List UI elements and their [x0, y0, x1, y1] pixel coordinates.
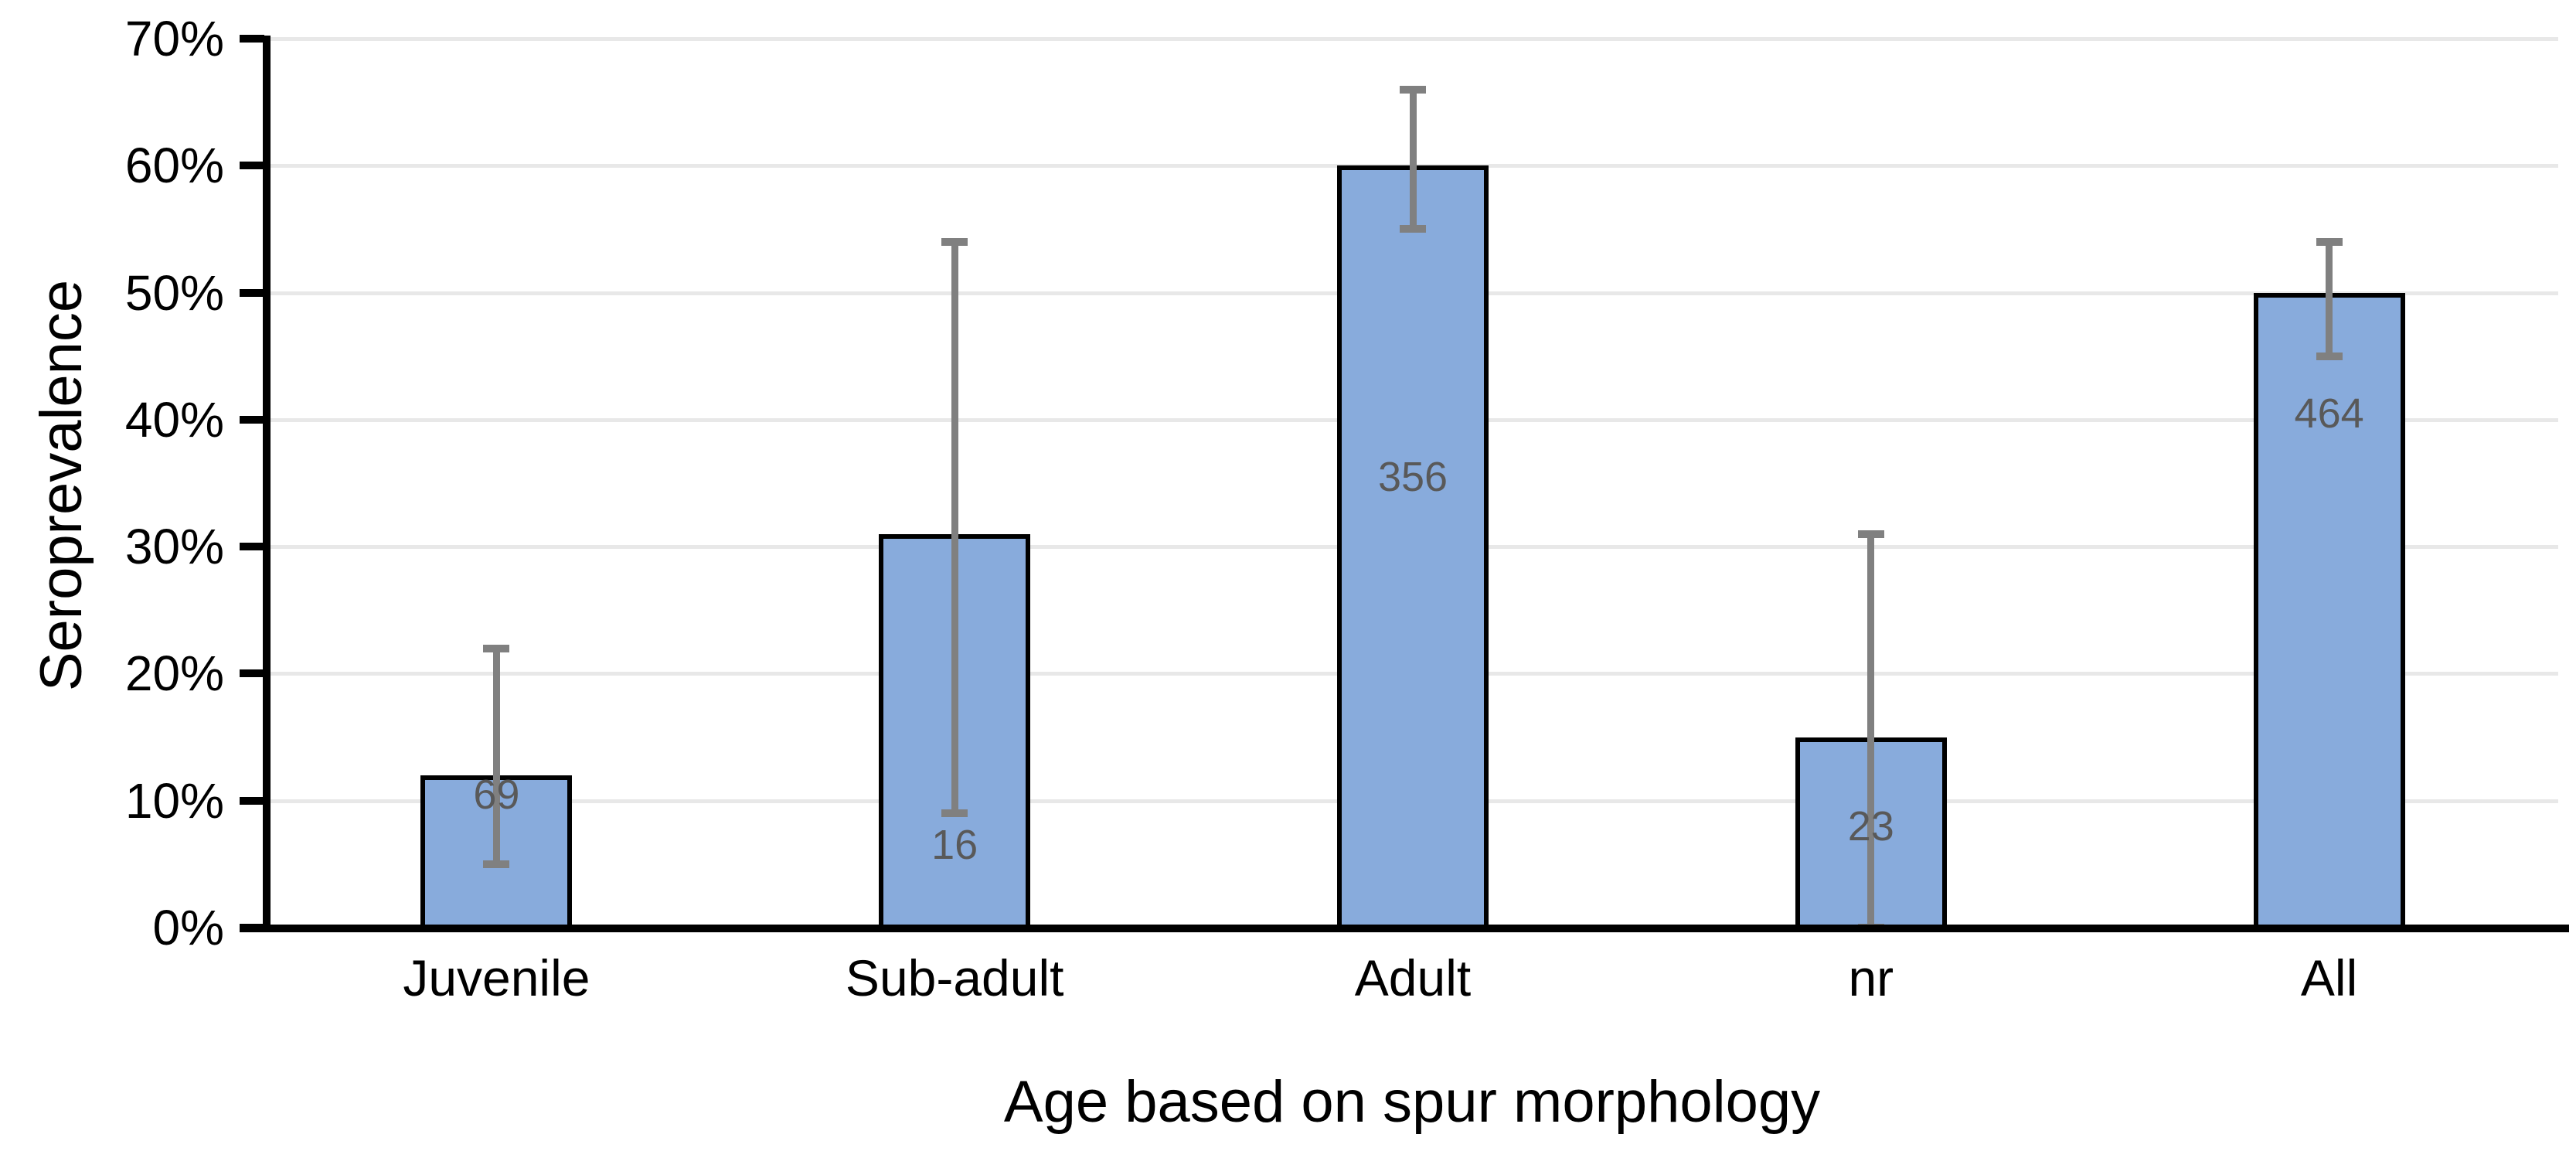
error-bar-cap-top [1400, 85, 1426, 94]
error-bar-line [1867, 533, 1875, 928]
bar-count-label: 464 [2294, 390, 2364, 437]
error-bar-line [492, 648, 500, 864]
y-tick-label: 50% [124, 264, 224, 321]
category-label: nr [1848, 949, 1894, 1006]
y-tick-label: 10% [124, 772, 224, 829]
y-tick [240, 796, 264, 805]
bar [2253, 292, 2405, 931]
error-bar-cap-bottom [1400, 225, 1426, 233]
error-bar-cap-bottom [2316, 352, 2343, 360]
y-tick-label: 60% [124, 138, 224, 194]
error-bar-cap-top [2316, 237, 2343, 246]
error-bar-cap-bottom [941, 809, 968, 818]
y-tick-label: 0% [152, 900, 225, 955]
y-tick [240, 543, 264, 551]
x-axis-title: Age based on spur morphology [1003, 1069, 1821, 1135]
error-bar-cap-bottom [483, 860, 510, 868]
y-tick [240, 669, 264, 678]
y-tick-label: 30% [124, 519, 224, 575]
error-bar-cap-top [483, 644, 510, 652]
category-label: Sub-adult [845, 949, 1064, 1006]
y-tick-label: 70% [124, 11, 224, 66]
bar-count-label: 69 [473, 771, 520, 818]
y-tick [240, 288, 264, 297]
category-label: All [2300, 949, 2358, 1006]
error-bar-cap-top [941, 237, 968, 246]
bar-count-label: 16 [931, 822, 978, 869]
error-bar-cap-top [1857, 530, 1884, 538]
y-tick-label: 20% [124, 645, 224, 702]
category-label: Adult [1354, 949, 1472, 1006]
gridline [267, 37, 2558, 41]
y-tick [240, 415, 264, 424]
y-axis-line [263, 36, 271, 931]
bar [1337, 165, 1489, 931]
bar-count-label: 23 [1847, 802, 1894, 850]
y-tick [240, 35, 264, 43]
y-axis-title: Seroprevalence [29, 279, 94, 692]
error-bar-line [1409, 89, 1417, 230]
y-tick [240, 162, 264, 170]
x-axis-line [240, 925, 2569, 932]
y-tick-label: 40% [124, 391, 224, 448]
bar-count-label: 356 [1377, 453, 1448, 500]
y-tick [240, 924, 264, 932]
error-bar-line [951, 241, 958, 814]
error-bar-line [2326, 241, 2333, 356]
category-label: Juvenile [403, 949, 590, 1006]
